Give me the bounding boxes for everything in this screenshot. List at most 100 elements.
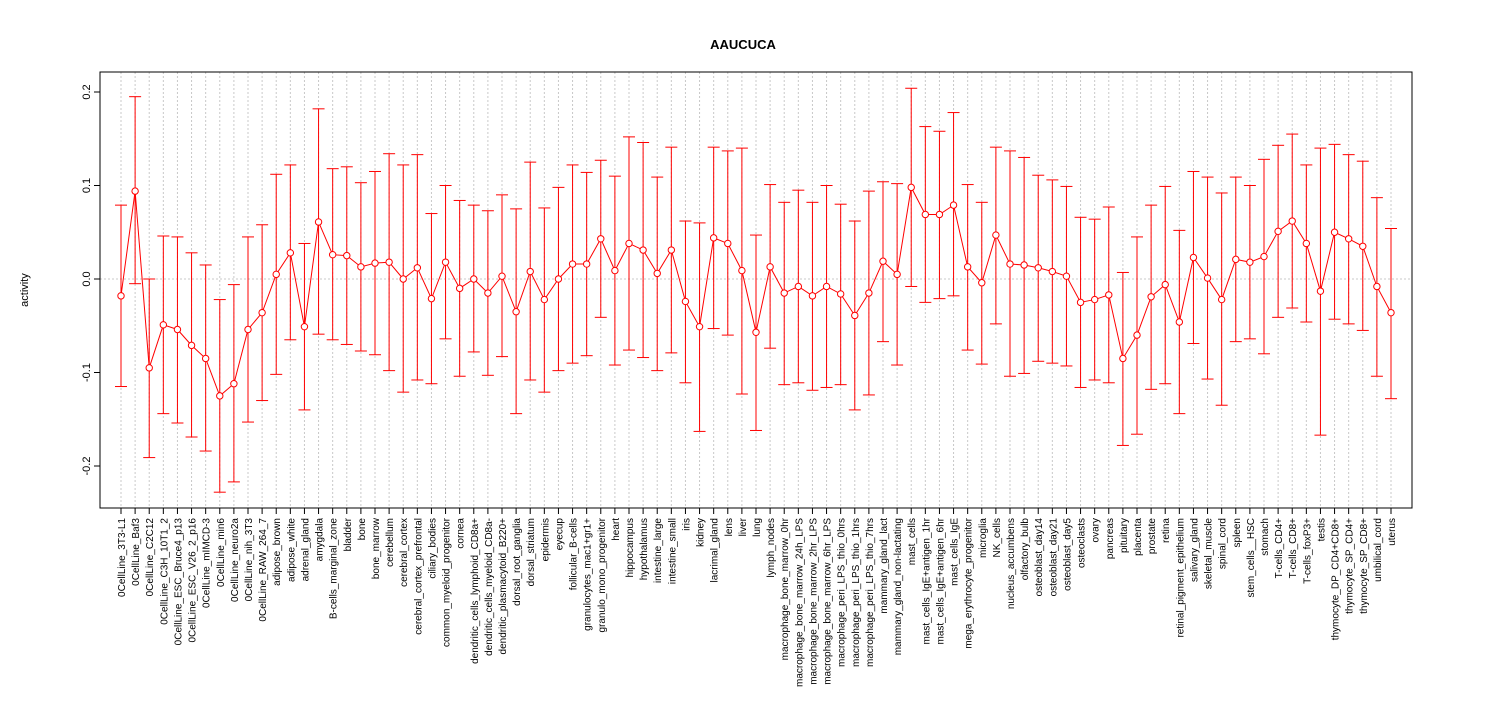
x-tick-label: testis (1316, 518, 1327, 541)
x-tick-label: hypothalamus (639, 518, 650, 580)
x-tick-label: 0CellLine_Baf3 (131, 518, 142, 586)
x-tick-label: NK_cells (992, 518, 1003, 557)
x-tick-label: bone_marrow (371, 517, 382, 579)
x-tick-label: spinal_cord (1218, 518, 1229, 569)
x-tick-label: retina (1161, 518, 1172, 543)
x-tick-label: mast_cells (907, 518, 918, 565)
data-point (667, 246, 676, 254)
x-tick-label: lymph_nodes (766, 518, 777, 577)
data-point (752, 328, 760, 336)
data-point (709, 234, 718, 242)
x-tick-label: epidermis (540, 518, 551, 561)
x-tick-label: thymocyte_SP_CD4+ (1345, 518, 1356, 614)
x-tick-label: bone (357, 518, 368, 541)
data-point (1133, 331, 1141, 339)
data-point (314, 218, 323, 226)
data-point (1161, 280, 1169, 289)
data-point (512, 308, 520, 316)
x-tick-label: granulo_mono_progenitor (597, 517, 608, 632)
data-point (526, 267, 534, 276)
data-point (1232, 255, 1240, 264)
x-tick-label: cerebral_cortex_prefrontal (413, 518, 424, 635)
data-point (441, 258, 450, 266)
x-tick-label: T-cells_CD4+ (1274, 518, 1285, 578)
x-tick-label: microglia (978, 518, 989, 558)
x-tick-label: lacrimal_gland (710, 518, 721, 582)
data-point (1330, 228, 1339, 236)
data-point (893, 270, 901, 279)
data-point (1048, 267, 1057, 276)
x-tick-label: 0CellLine_RAW_264_7 (258, 518, 269, 622)
x-tick-label: pancreas (1105, 518, 1116, 559)
x-tick-label: adipose_brown (272, 518, 283, 586)
x-tick-label: dendritic_cells_lymphoid_CD8a+ (470, 518, 481, 664)
x-tick-label: cerebellum (385, 518, 396, 567)
data-point (343, 251, 351, 260)
x-tick-label: placenta (1133, 518, 1144, 556)
data-point (357, 263, 365, 271)
data-point (653, 269, 661, 278)
x-tick-label: 0CellLine_min6 (216, 518, 227, 587)
data-point (1147, 293, 1155, 301)
data-point (1246, 258, 1254, 266)
data-point (1034, 264, 1042, 272)
x-axis: 0CellLine_3T3-L1 0CellLine_Baf3 0CellLine_… (117, 507, 1398, 687)
data-point (371, 259, 379, 267)
data-point (625, 239, 633, 248)
data-point (1260, 252, 1268, 261)
x-tick-label: stem_cells__HSC (1246, 518, 1257, 597)
data-point (1105, 291, 1113, 299)
series-line (117, 183, 1395, 400)
data-point (554, 275, 563, 283)
x-tick-label: bladder (343, 517, 354, 551)
data-point (272, 270, 280, 279)
x-tick-label: mammary_gland_lact (879, 518, 890, 614)
y-axis: -0.2 -0.1 0.0 0.1 0.2 (81, 84, 101, 475)
data-point (1373, 282, 1381, 291)
data-point (738, 266, 746, 275)
x-tick-label: thymocyte_DP_CD4+CD8+ (1331, 518, 1342, 640)
data-point (498, 272, 506, 280)
data-point (1006, 260, 1014, 268)
x-tick-label: dorsal_striatum (526, 518, 537, 586)
y-tick-label: -0.1 (81, 363, 93, 382)
data-point (117, 292, 125, 300)
x-tick-label: kidney (696, 518, 707, 547)
data-point (695, 322, 704, 331)
data-point (808, 292, 817, 300)
data-point (300, 322, 309, 331)
data-point (963, 263, 972, 271)
x-tick-label: common_myeloid_progenitor (442, 517, 453, 647)
x-tick-label: mast_cells_IgE+antigen_6hr (935, 517, 946, 644)
x-tick-label: ovary (1091, 518, 1102, 542)
x-tick-label: 0CellLine_nih_3T3 (244, 518, 255, 602)
x-tick-label: heart (611, 518, 622, 541)
x-tick-label: 0CellLine_ESC_V26_2_p16 (188, 518, 199, 643)
data-point (230, 380, 238, 388)
x-tick-label: osteoblast_day21 (1048, 518, 1059, 597)
data-point (879, 257, 887, 265)
x-tick-label: macrophage_peri_LPS_thio_0hrs (837, 518, 848, 667)
data-point (328, 250, 337, 259)
data-point (470, 275, 478, 283)
data-point (780, 289, 788, 297)
x-tick-label: amygdala (315, 518, 326, 562)
x-tick-label: ciliary_bodies (427, 518, 438, 579)
x-tick-label: mammary_gland_non-lactating (893, 518, 904, 655)
data-point (399, 275, 407, 283)
x-tick-label: dendritic_cells_myeloid_CD8a- (484, 518, 495, 656)
data-point (1076, 298, 1085, 307)
x-tick-label: 0CellLine_C2C12 (145, 518, 156, 597)
x-tick-label: 0CellLine_neuro2a (230, 518, 241, 602)
data-point (427, 294, 436, 303)
x-tick-label: dendritic_plasmacytoid_B220+ (498, 518, 509, 655)
data-point (1090, 295, 1099, 304)
x-tick-label: pituitary (1119, 518, 1130, 553)
data-point (216, 392, 224, 400)
x-tick-label: T-cells_CD8+ (1288, 518, 1299, 578)
data-point (921, 210, 930, 219)
data-point (907, 183, 915, 192)
data-point (286, 249, 295, 257)
data-point (766, 263, 774, 271)
